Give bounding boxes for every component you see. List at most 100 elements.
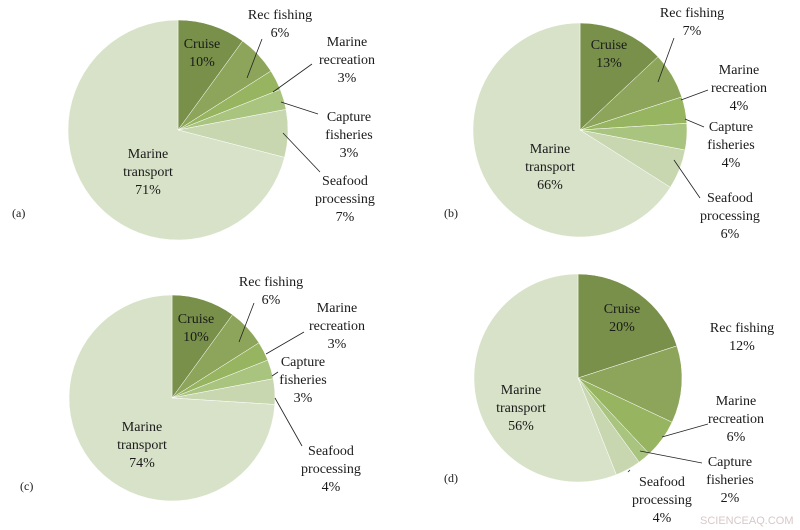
slice-name-label: transport bbox=[525, 160, 575, 175]
slice-label-cruise: Cruise 20% bbox=[604, 302, 641, 335]
slice-label-capture-fisheries: Capture fisheries 4% bbox=[707, 120, 754, 171]
slice-name-label: Capture bbox=[708, 455, 752, 470]
leader-line bbox=[661, 423, 709, 438]
slice-value-label: 20% bbox=[609, 320, 635, 335]
slice-value-label: 4% bbox=[730, 99, 749, 114]
slice-label-seafood-processing: Seafood processing 4% bbox=[632, 475, 692, 526]
pie-panel: Cruise 10% Rec fishing 6% Marine recreation 3%… bbox=[20, 275, 365, 502]
watermark: SCIENCEAQ.COM bbox=[700, 515, 794, 527]
slice-label-cruise: Cruise 10% bbox=[178, 312, 215, 345]
leader-line bbox=[673, 159, 701, 199]
slice-value-label: 4% bbox=[322, 480, 341, 495]
leader-line bbox=[280, 101, 319, 115]
slice-value-label: 74% bbox=[129, 456, 155, 471]
slice-name-label: Marine bbox=[122, 420, 162, 435]
pie-slice-marine-transport bbox=[67, 19, 285, 241]
slice-name-label: recreation bbox=[711, 81, 767, 96]
slice-name-label: fisheries bbox=[706, 473, 753, 488]
slice-value-label: 2% bbox=[721, 491, 740, 506]
slice-value-label: 13% bbox=[596, 56, 622, 71]
slice-value-label: 56% bbox=[508, 419, 534, 434]
slice-value-label: 66% bbox=[537, 178, 563, 193]
slice-name-label: Marine bbox=[530, 142, 570, 157]
slice-name-label: processing bbox=[700, 209, 760, 224]
panel-label: (b) bbox=[444, 206, 458, 220]
slice-label-rec-fishing: Rec fishing 6% bbox=[248, 8, 312, 41]
slice-label-marine-transport: Marine transport 74% bbox=[117, 420, 167, 471]
pie-slice-cruise bbox=[577, 273, 678, 379]
pie-panel: Cruise 10% Rec fishing 6% Marine recreation 3%… bbox=[12, 8, 375, 241]
leader-line bbox=[657, 37, 675, 83]
slice-name-label: fisheries bbox=[325, 128, 372, 143]
slice-name-label: Cruise bbox=[184, 37, 221, 52]
slice-label-cruise: Cruise 13% bbox=[591, 38, 628, 71]
slice-value-label: 6% bbox=[721, 227, 740, 242]
slice-name-label: transport bbox=[123, 165, 173, 180]
slice-value-label: 6% bbox=[271, 26, 290, 41]
slice-value-label: 10% bbox=[183, 330, 209, 345]
slice-name-label: Marine bbox=[327, 35, 367, 50]
slice-name-label: recreation bbox=[319, 53, 375, 68]
pie-slice-marine-transport bbox=[473, 273, 617, 483]
slice-label-marine-transport: Marine transport 56% bbox=[496, 383, 546, 434]
slice-name-label: Marine bbox=[716, 394, 756, 409]
leader-line bbox=[274, 397, 303, 447]
slice-name-label: Marine bbox=[501, 383, 541, 398]
slice-name-label: recreation bbox=[309, 319, 365, 334]
slice-value-label: 7% bbox=[336, 210, 355, 225]
leader-line bbox=[272, 63, 313, 93]
slice-value-label: 4% bbox=[653, 511, 672, 526]
slice-name-label: fisheries bbox=[279, 373, 326, 388]
slice-value-label: 6% bbox=[727, 430, 746, 445]
slice-name-label: fisheries bbox=[707, 138, 754, 153]
slice-value-label: 3% bbox=[340, 146, 359, 161]
slice-label-rec-fishing: Rec fishing 12% bbox=[710, 321, 774, 354]
slice-value-label: 71% bbox=[135, 183, 161, 198]
slice-label-seafood-processing: Seafood processing 6% bbox=[700, 191, 760, 242]
slice-label-marine-recreation: Marine recreation 3% bbox=[319, 35, 375, 86]
leader-line bbox=[271, 371, 279, 377]
slice-label-marine-transport: Marine transport 66% bbox=[525, 142, 575, 193]
panel-label: (a) bbox=[12, 206, 25, 220]
slice-name-label: Marine bbox=[719, 63, 759, 78]
pie-slice-cruise bbox=[579, 22, 659, 131]
slice-value-label: 12% bbox=[729, 339, 755, 354]
slice-value-label: 7% bbox=[683, 24, 702, 39]
slice-value-label: 3% bbox=[294, 391, 313, 406]
slice-label-seafood-processing: Seafood processing 7% bbox=[315, 174, 375, 225]
slice-name-label: Cruise bbox=[178, 312, 215, 327]
slice-name-label: Rec fishing bbox=[239, 275, 303, 290]
slice-label-marine-recreation: Marine recreation 3% bbox=[309, 301, 365, 352]
slice-value-label: 4% bbox=[722, 156, 741, 171]
pie-slice-marine-transport bbox=[472, 22, 671, 238]
slice-name-label: Marine bbox=[317, 301, 357, 316]
slice-label-capture-fisheries: Capture fisheries 2% bbox=[706, 455, 753, 506]
pie-slice-rec-fishing bbox=[577, 345, 683, 423]
slice-name-label: transport bbox=[117, 438, 167, 453]
slice-label-marine-transport: Marine transport 71% bbox=[123, 147, 173, 198]
slice-name-label: Cruise bbox=[591, 38, 628, 53]
slice-name-label: Capture bbox=[709, 120, 753, 135]
panel-label: (d) bbox=[444, 471, 458, 485]
leader-line bbox=[265, 331, 305, 355]
leader-line bbox=[246, 38, 263, 79]
slice-label-cruise: Cruise 10% bbox=[184, 37, 221, 70]
slice-name-label: Rec fishing bbox=[710, 321, 774, 336]
slice-label-rec-fishing: Rec fishing 6% bbox=[239, 275, 303, 308]
slice-label-capture-fisheries: Capture fisheries 3% bbox=[325, 110, 372, 161]
pie-panel: Cruise 13% Rec fishing 7% Marine recreation 4%… bbox=[444, 6, 767, 242]
slice-value-label: 6% bbox=[262, 293, 281, 308]
slice-label-marine-recreation: Marine recreation 4% bbox=[711, 63, 767, 114]
panel-label: (c) bbox=[20, 479, 33, 493]
pie-panel: Cruise 20% Rec fishing 12% Marine recreation 6… bbox=[444, 273, 774, 526]
slice-value-label: 3% bbox=[328, 337, 347, 352]
slice-name-label: Capture bbox=[281, 355, 325, 370]
slice-name-label: Seafood bbox=[308, 444, 354, 459]
leader-line bbox=[238, 302, 255, 343]
slice-name-label: processing bbox=[301, 462, 361, 477]
leader-line bbox=[639, 450, 703, 464]
slice-name-label: Seafood bbox=[322, 174, 368, 189]
slice-name-label: recreation bbox=[708, 412, 764, 427]
slice-name-label: Rec fishing bbox=[248, 8, 312, 23]
